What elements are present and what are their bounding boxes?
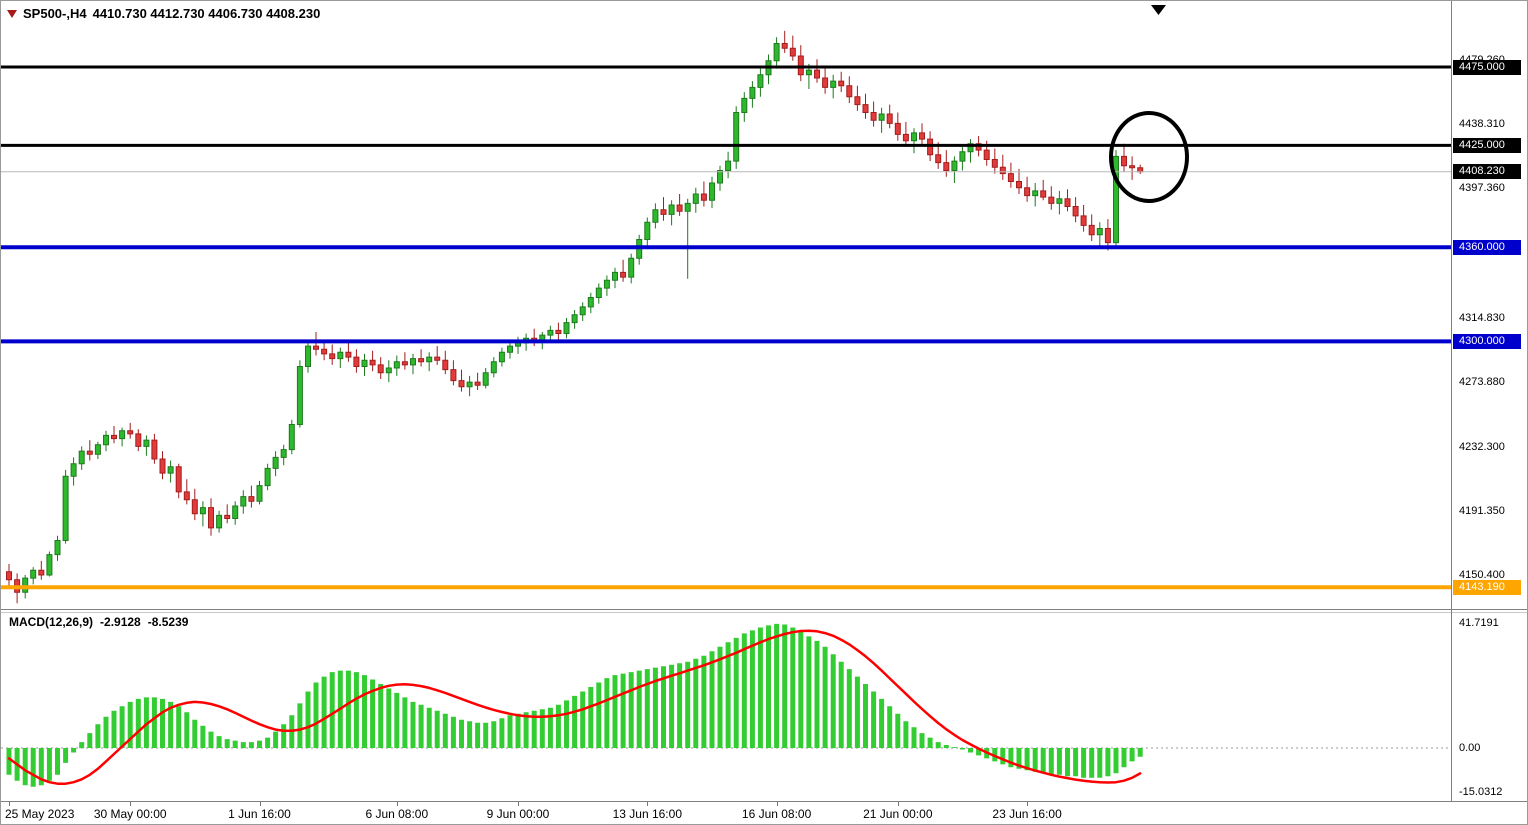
- price-grid-label: 4150.400: [1459, 569, 1505, 582]
- price-grid-label: 4273.880: [1459, 375, 1505, 388]
- macd-scale-label: 41.7191: [1459, 617, 1499, 630]
- time-label: 13 Jun 16:00: [612, 807, 682, 821]
- time-label: 16 Jun 08:00: [741, 807, 812, 821]
- time-tick: [259, 802, 261, 806]
- time-label: 6 Jun 08:00: [365, 807, 429, 821]
- candle-wicks-up: [24, 37, 1117, 599]
- time-label: 21 Jun 00:00: [863, 807, 933, 821]
- macd-signal-line: [7, 629, 1142, 785]
- time-tick: [518, 802, 519, 806]
- price-badge: 4300.000: [1453, 333, 1521, 349]
- price-badge: 4425.000: [1453, 137, 1521, 153]
- chart-symbol-period: SP500-,H4: [23, 6, 87, 21]
- time-tick: [776, 802, 778, 806]
- horizontal-level-lines[interactable]: [1, 65, 1451, 590]
- macd-histogram: [6, 623, 1143, 787]
- macd-scale-label: -15.0312: [1459, 786, 1503, 799]
- time-tick: [130, 802, 132, 806]
- macd-signal-value: -8.5239: [147, 615, 189, 629]
- time-tick: [396, 802, 398, 806]
- price-grid-label: 4314.830: [1459, 311, 1505, 324]
- price-grid-label: 4191.350: [1459, 505, 1505, 518]
- time-tick: [9, 802, 10, 806]
- annotation-circle[interactable]: [1109, 111, 1189, 203]
- time-label: 23 Jun 16:00: [992, 807, 1062, 821]
- candle-bodies-up: [22, 43, 1119, 593]
- price-badge: 4360.000: [1453, 239, 1521, 255]
- price-badge: 4408.230: [1453, 164, 1521, 180]
- time-tick: [1027, 802, 1029, 806]
- macd-name: MACD(12,26,9): [9, 615, 94, 629]
- time-tick: [647, 802, 649, 806]
- price-badge: 4475.000: [1453, 59, 1521, 75]
- price-axis[interactable]: 4479.2604438.3104397.3604314.8304273.880…: [1452, 1, 1527, 801]
- scroll-to-end-icon[interactable]: [1151, 5, 1166, 15]
- price-grid-label: 4438.310: [1459, 118, 1505, 130]
- macd-scale-label: 0.00: [1459, 741, 1481, 754]
- pane-separators: [1, 1, 1527, 802]
- chart-ohlc-values: 4410.730 4412.730 4406.730 4408.230: [92, 6, 321, 21]
- candlestick-series: [6, 30, 1144, 604]
- macd-value: -2.9128: [100, 615, 141, 629]
- candle-bodies-down: [6, 43, 1144, 593]
- chart-title: SP500-,H4 4410.730 4412.730 4406.730 440…: [7, 6, 320, 21]
- time-label: 9 Jun 00:00: [486, 807, 550, 821]
- time-tick: [897, 802, 899, 806]
- price-grid-label: 4397.360: [1459, 182, 1505, 195]
- macd-indicator-label: MACD(12,26,9) -2.9128 -8.5239: [9, 615, 188, 629]
- price-grid-label: 4232.300: [1459, 441, 1505, 453]
- time-label: 25 May 2023: [5, 807, 75, 821]
- symbol-icon: [7, 9, 17, 18]
- price-badge: 4143.190: [1453, 579, 1521, 595]
- time-label: 30 May 00:00: [93, 807, 167, 821]
- time-label: 1 Jun 16:00: [228, 807, 291, 821]
- time-axis[interactable]: 25 May 2023 30 May 00:00 1 Jun 16:00 6 Jun …: [1, 802, 1451, 824]
